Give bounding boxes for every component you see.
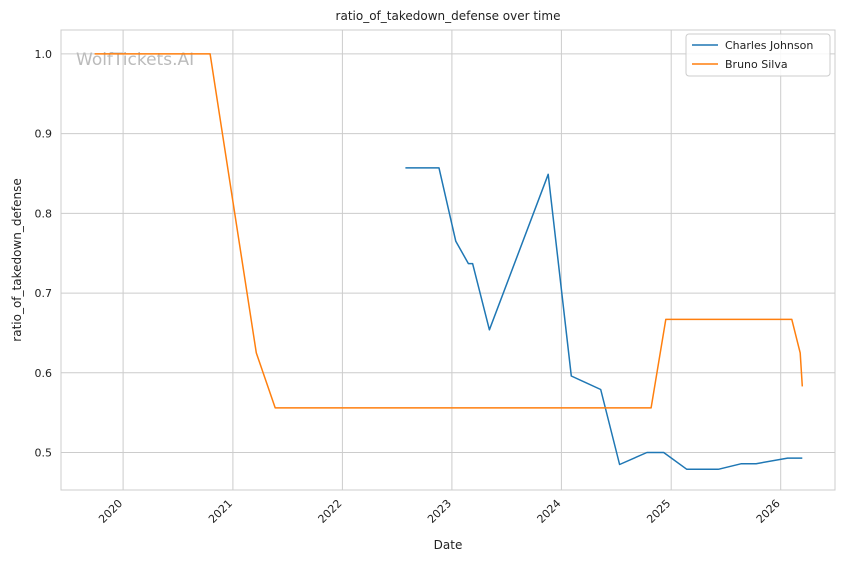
watermark-text: WolfTickets.AI [76,50,194,70]
series-layer [94,53,804,471]
y-tick-label: 0.5 [35,447,53,460]
y-axis-label: ratio_of_takedown_defense [10,178,24,341]
legend-label-charles-johnson: Charles Johnson [725,39,813,52]
legend-label-bruno-silva: Bruno Silva [725,58,788,71]
series-line-charles-johnson [405,167,803,471]
y-tick-label: 0.6 [35,367,53,380]
series-line-bruno-silva [94,53,804,409]
chart-title: ratio_of_takedown_defense over time [336,9,561,23]
y-tick-label: 0.9 [35,128,53,141]
legend: Charles Johnson Bruno Silva [685,33,831,77]
y-tick-label: 0.8 [35,207,53,220]
y-tick-label: 1.0 [35,48,53,61]
legend-box [685,33,831,77]
x-axis-label: Date [434,538,463,552]
plot-frame [60,29,836,491]
y-tick-label: 0.7 [35,287,53,300]
